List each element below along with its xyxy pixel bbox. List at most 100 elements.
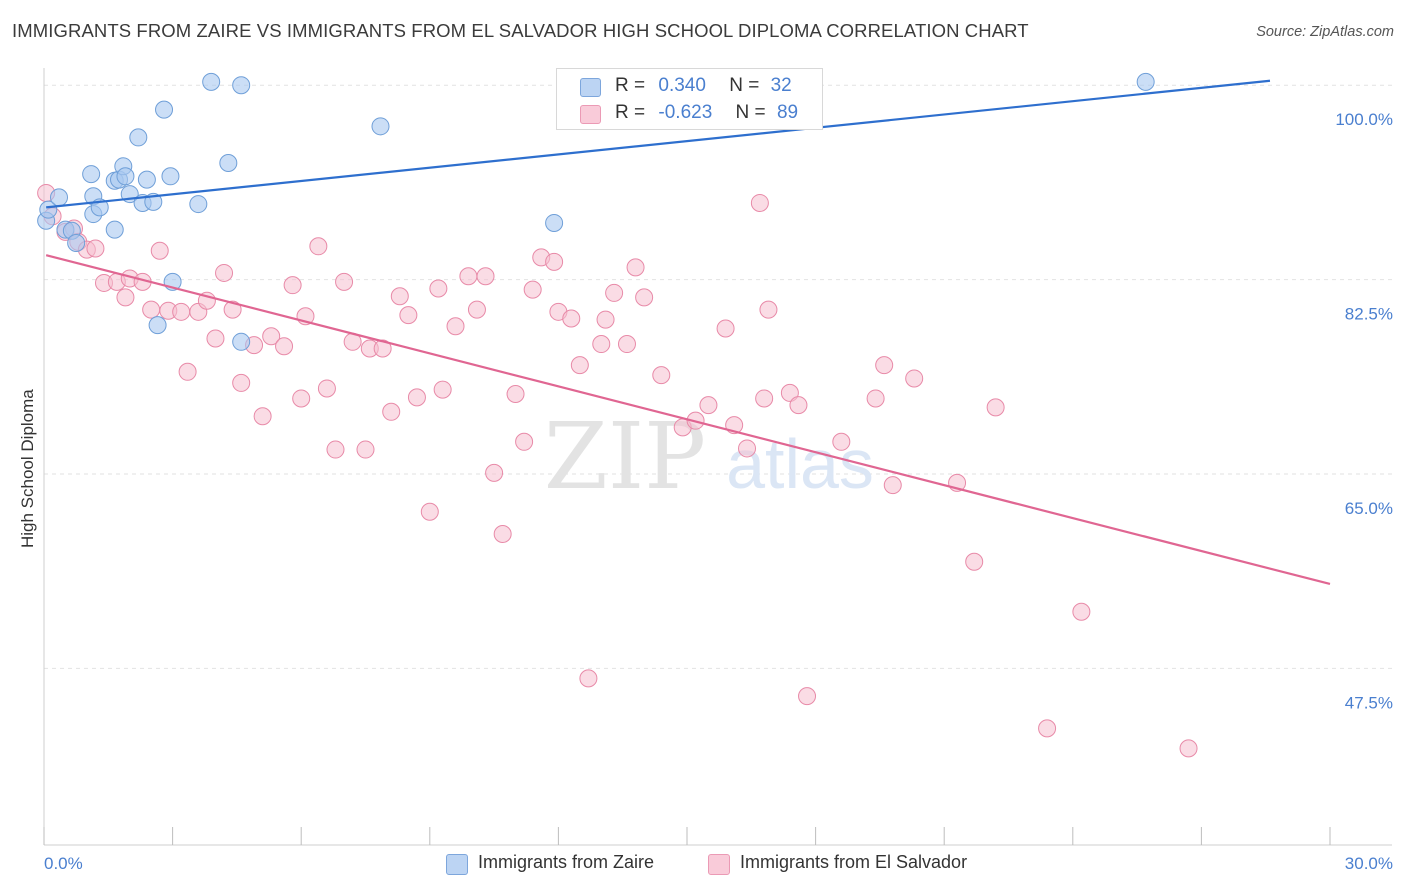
elsalvador-point — [292, 389, 311, 408]
elsalvador-point — [150, 241, 169, 260]
zaire-trend-line — [46, 79, 1271, 209]
elsalvador-point — [605, 283, 624, 302]
elsalvador-point — [905, 369, 924, 388]
zaire-point — [219, 153, 238, 172]
elsalvador-point — [215, 263, 234, 282]
trend-lines — [45, 79, 1331, 586]
elsalvador-point — [172, 302, 191, 321]
zaire-point — [189, 195, 208, 214]
source-label: Source: ZipAtlas.com — [1256, 24, 1394, 40]
zaire-point — [67, 233, 86, 252]
elsalvador-point — [1072, 602, 1091, 621]
elsalvador-trend-line — [45, 254, 1331, 586]
elsalvador-point — [356, 440, 375, 459]
elsalvador-point — [446, 317, 465, 336]
bottom-zaire-label: Immigrants from Zaire — [478, 852, 655, 872]
elsalvador-point — [750, 193, 769, 212]
y-tick-label: 47.5% — [1345, 693, 1393, 712]
bottom-elsalvador-swatch — [708, 854, 730, 875]
elsalvador-point — [116, 288, 135, 307]
zaire-point — [371, 117, 390, 136]
x-tick-label: 0.0% — [44, 854, 83, 873]
elsalvador-point — [579, 669, 598, 688]
zaire-point — [1136, 72, 1155, 91]
tick-labels: 100.0% 82.5% 65.0% 47.5% 0.0% 30.0% — [44, 110, 1393, 873]
elsalvador-n-label: N = — [735, 102, 766, 123]
elsalvador-point — [420, 502, 439, 521]
zaire-point — [82, 165, 101, 184]
y-tick-label: 65.0% — [1345, 499, 1393, 518]
elsalvador-point — [738, 439, 757, 458]
zaire-point — [105, 220, 124, 239]
elsalvador-point — [515, 432, 534, 451]
elsalvador-point — [309, 237, 328, 256]
zaire-point — [232, 76, 251, 95]
elsalvador-point — [407, 388, 426, 407]
elsalvador-point — [178, 362, 197, 381]
zaire-point — [232, 332, 251, 351]
zaire-r-label: R = — [615, 75, 646, 96]
elsalvador-point — [523, 280, 542, 299]
elsalvador-point — [570, 356, 589, 375]
elsalvador-point — [699, 396, 718, 415]
zaire-swatch — [580, 78, 601, 97]
elsalvador-point — [832, 432, 851, 451]
elsalvador-point — [626, 258, 645, 277]
elsalvador-n-value: 89 — [776, 102, 799, 123]
elsalvador-point — [562, 309, 581, 328]
elsalvador-point — [506, 385, 525, 404]
elsalvador-point — [1038, 719, 1057, 738]
elsalvador-point — [326, 440, 345, 459]
zaire-points — [37, 72, 1155, 351]
elsalvador-point — [652, 366, 671, 385]
elsalvador-point — [780, 383, 799, 402]
elsalvador-point — [206, 329, 225, 348]
elsalvador-r-label: R = — [615, 102, 646, 123]
watermark-atlas: atlas — [726, 425, 874, 503]
elsalvador-point — [755, 389, 774, 408]
elsalvador-r-value: -0.623 — [658, 102, 713, 123]
y-tick-label: 100.0% — [1335, 110, 1393, 129]
elsalvador-point — [485, 463, 504, 482]
axes — [43, 68, 1392, 846]
zaire-point — [50, 188, 69, 207]
elsalvador-point — [142, 300, 161, 319]
elsalvador-point — [716, 319, 735, 338]
elsalvador-point — [382, 402, 401, 421]
chart-title: IMMIGRANTS FROM ZAIRE VS IMMIGRANTS FROM… — [12, 20, 1029, 41]
elsalvador-point — [883, 476, 902, 495]
zaire-point — [161, 167, 180, 186]
elsalvador-points — [37, 183, 1198, 758]
elsalvador-point — [399, 306, 418, 325]
elsalvador-swatch — [580, 105, 601, 124]
bottom-zaire-swatch — [446, 854, 468, 875]
elsalvador-point — [493, 524, 512, 543]
elsalvador-point — [429, 279, 448, 298]
elsalvador-point — [545, 252, 564, 271]
elsalvador-point — [86, 239, 105, 258]
elsalvador-point — [232, 373, 251, 392]
zaire-point — [137, 170, 156, 189]
zaire-point — [39, 200, 58, 219]
zaire-point — [116, 167, 135, 186]
elsalvador-point — [592, 335, 611, 354]
zaire-point — [129, 128, 148, 147]
elsalvador-point — [433, 380, 452, 399]
elsalvador-point — [617, 335, 636, 354]
zaire-point — [202, 72, 221, 91]
zaire-point — [155, 100, 174, 119]
watermark: ZIP atlas — [544, 403, 874, 510]
elsalvador-point — [965, 552, 984, 571]
elsalvador-point — [373, 339, 392, 358]
elsalvador-point — [635, 288, 654, 307]
elsalvador-point — [759, 300, 778, 319]
zaire-n-label: N = — [729, 75, 760, 96]
elsalvador-point — [1179, 739, 1198, 758]
elsalvador-point — [798, 687, 817, 706]
elsalvador-point — [390, 287, 409, 306]
elsalvador-point — [986, 398, 1005, 417]
elsalvador-point — [459, 267, 478, 286]
zaire-point — [148, 316, 167, 335]
elsalvador-point — [275, 337, 294, 356]
